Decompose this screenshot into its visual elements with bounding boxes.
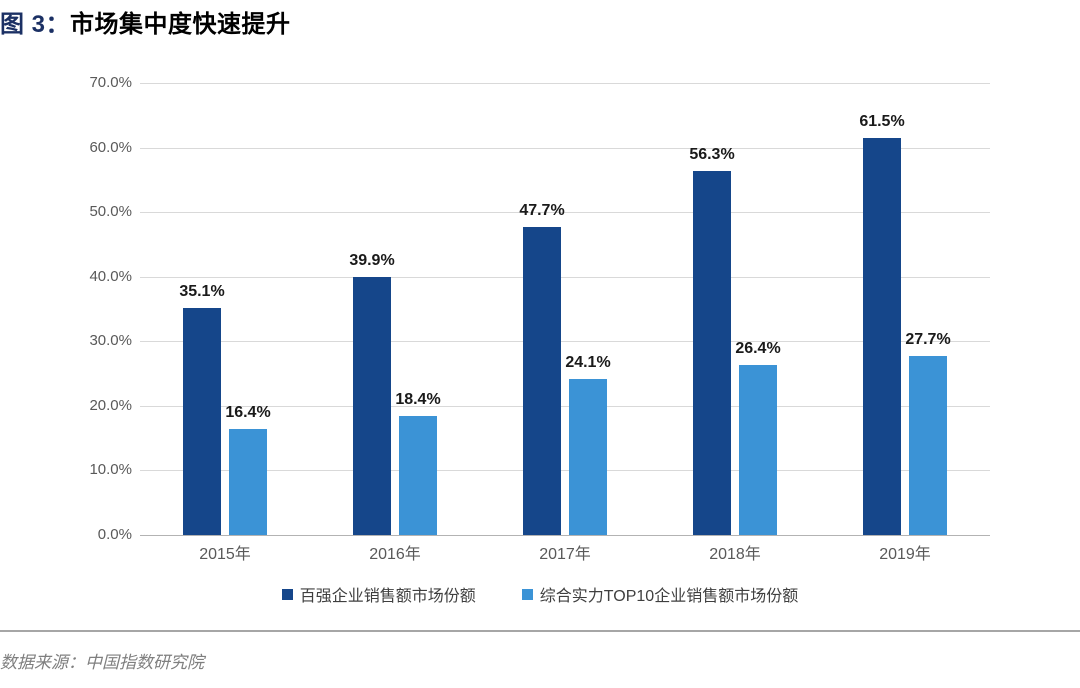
legend-label-top100: 百强企业销售额市场份额 xyxy=(299,588,476,605)
figure-number-label: 图 3： xyxy=(0,11,71,38)
bar-top10-2017年 xyxy=(569,379,607,535)
bar-top100-2016年 xyxy=(353,277,391,535)
chart-legend: 百强企业销售额市场份额 综合实力TOP10企业销售额市场份额 xyxy=(0,582,1080,606)
y-axis-tick-label: 10.0% xyxy=(89,461,132,479)
y-axis-tick-label: 30.0% xyxy=(89,332,132,350)
bar-value-label: 56.3% xyxy=(689,146,735,164)
bar-top100-2018年 xyxy=(693,171,731,535)
bar-top10-2015年 xyxy=(229,429,267,535)
bar-top10-2019年 xyxy=(909,356,947,535)
bar-value-label: 47.7% xyxy=(519,201,565,219)
y-axis-tick-label: 70.0% xyxy=(89,74,132,91)
legend-item-top100: 百强企业销售额市场份额 xyxy=(281,582,476,606)
bar-top100-2015年 xyxy=(183,308,221,535)
x-axis-tick-label: 2017年 xyxy=(539,546,591,563)
gridline xyxy=(140,341,990,343)
legend-swatch-dark-blue xyxy=(281,588,293,600)
data-source: 数据来源：中国指数研究院 xyxy=(0,653,204,672)
x-axis-tick-label: 2018年 xyxy=(709,546,761,563)
y-axis-tick-label: 60.0% xyxy=(89,138,132,156)
legend-swatch-light-blue xyxy=(521,588,533,600)
bar-value-label: 27.7% xyxy=(905,331,951,349)
bar-value-label: 24.1% xyxy=(565,354,611,372)
bar-value-label: 61.5% xyxy=(859,112,905,130)
x-axis-tick-label: 2019年 xyxy=(879,546,931,563)
legend-label-top10: 综合实力TOP10企业销售额市场份额 xyxy=(539,588,799,605)
bar-top10-2018年 xyxy=(739,364,777,535)
bar-top100-2017年 xyxy=(523,226,561,535)
gridline xyxy=(140,276,990,278)
divider-line xyxy=(0,630,1080,632)
y-axis-tick-label: 0.0% xyxy=(97,526,132,543)
bar-value-label: 18.4% xyxy=(395,391,441,409)
x-axis-tick-label: 2015年 xyxy=(199,546,251,563)
bar-top100-2019年 xyxy=(863,137,901,535)
gridline xyxy=(140,212,990,214)
bar-value-label: 35.1% xyxy=(179,283,225,301)
y-axis-tick-label: 50.0% xyxy=(89,203,132,221)
gridline xyxy=(140,470,990,472)
figure-title: 图 3：市场集中度快速提升 xyxy=(0,4,291,39)
gridline xyxy=(140,147,990,149)
x-axis-tick-label: 2016年 xyxy=(369,546,421,563)
bar-value-label: 26.4% xyxy=(735,339,781,357)
gridline xyxy=(140,405,990,407)
y-axis-tick-label: 20.0% xyxy=(89,396,132,414)
x-axis-line xyxy=(140,535,990,536)
figure-title-text: 市场集中度快速提升 xyxy=(70,11,291,38)
bar-value-label: 39.9% xyxy=(349,252,395,270)
legend-item-top10: 综合实力TOP10企业销售额市场份额 xyxy=(521,582,799,606)
gridline xyxy=(140,83,990,84)
bar-value-label: 16.4% xyxy=(225,404,271,422)
y-axis-tick-label: 40.0% xyxy=(89,267,132,285)
bar-top10-2016年 xyxy=(399,416,437,535)
